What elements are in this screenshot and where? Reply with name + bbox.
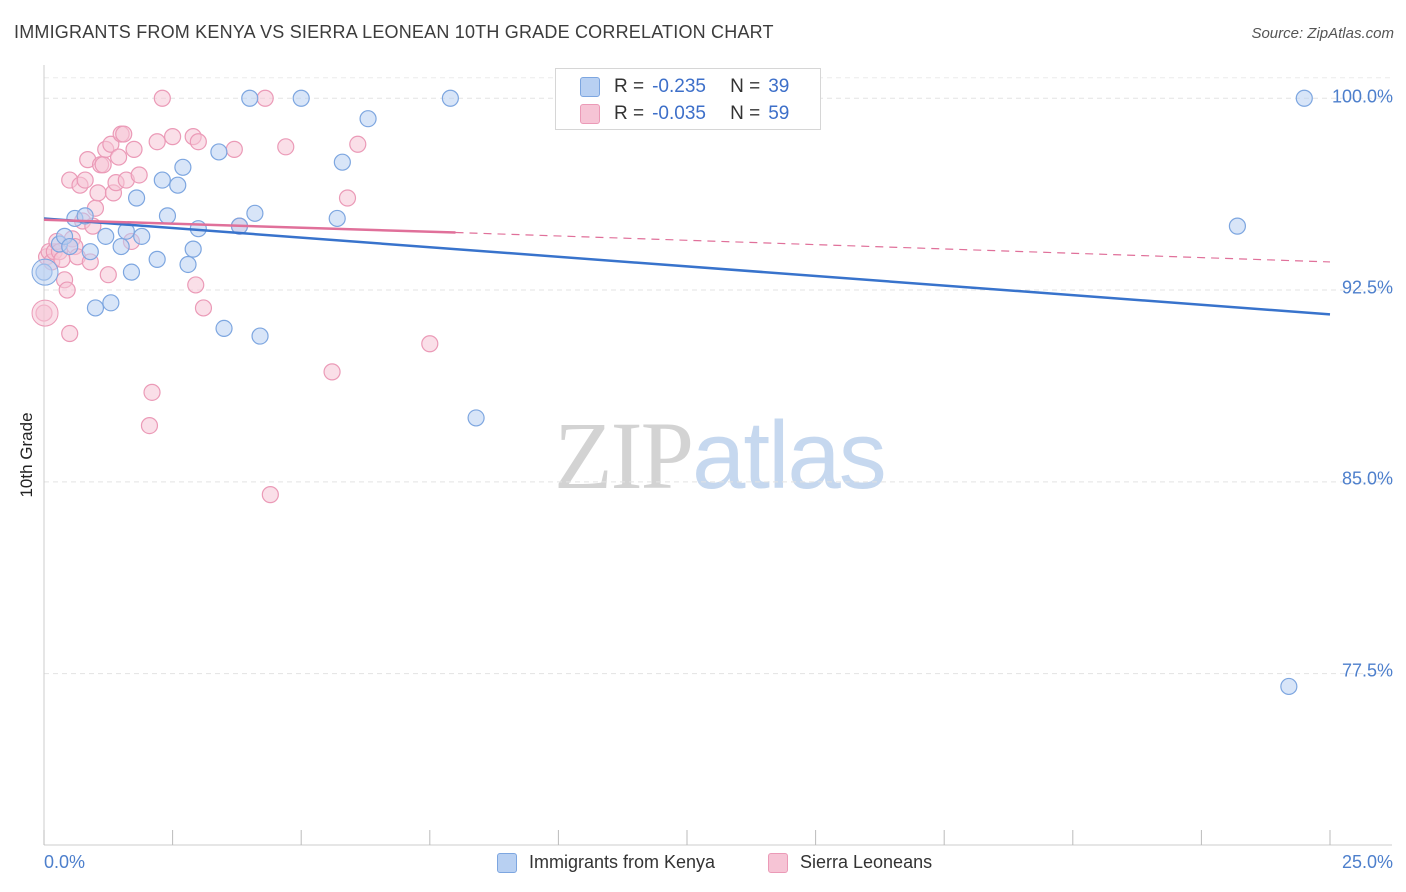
- kenya-point: [112, 237, 130, 256]
- kenya-point: [169, 176, 187, 194]
- kenya-point: [153, 171, 171, 189]
- correlation-legend: R = -0.235 N = 39 R = -0.035 N = 59: [555, 68, 821, 130]
- watermark-atlas: atlas: [692, 402, 887, 509]
- kenya-legend-label: Immigrants from Kenya: [529, 852, 716, 872]
- sierra-point: [277, 138, 295, 156]
- kenya-swatch: [580, 77, 600, 97]
- kenya-point: [210, 143, 228, 161]
- chart-title: IMMIGRANTS FROM KENYA VS SIERRA LEONEAN …: [14, 22, 774, 42]
- source-label: Source: ZipAtlas.com: [1251, 25, 1394, 42]
- sierra-point-large: [31, 299, 59, 327]
- sierra-point: [338, 189, 357, 207]
- sierra-point: [421, 335, 439, 353]
- kenya-point: [61, 237, 79, 256]
- sierra-point: [130, 166, 148, 184]
- r-value: -0.035: [652, 103, 706, 124]
- legend-row-sierra: R = -0.035 N = 59: [580, 102, 789, 126]
- watermark-zip: ZIP: [554, 402, 694, 509]
- sierra-legend-label: Sierra Leoneans: [800, 852, 933, 872]
- n-label: N =: [730, 103, 761, 124]
- y-tick-label: 92.5%: [1341, 277, 1393, 298]
- sierra-swatch: [580, 104, 600, 124]
- sierra-trend-line: [43, 218, 456, 234]
- sierra-point: [349, 135, 367, 153]
- sierra-point: [58, 281, 76, 299]
- sierra-point: [99, 266, 117, 284]
- series-legend-kenya: Immigrants from Kenya: [497, 852, 715, 873]
- y-tick-label: 100.0%: [1331, 86, 1393, 107]
- n-value: 39: [768, 76, 790, 97]
- y-tick-label: 77.5%: [1341, 660, 1393, 681]
- r-value: -0.235: [652, 76, 706, 97]
- legend-row-kenya: R = -0.235 N = 39: [580, 75, 789, 99]
- kenya-point: [158, 207, 177, 225]
- kenya-point-large: [31, 258, 59, 286]
- kenya-point: [1295, 89, 1313, 107]
- n-value: 59: [768, 103, 790, 124]
- x-tick-label-min: 0.0%: [44, 852, 86, 872]
- sierra-point: [225, 140, 243, 158]
- kenya-trend-line: [43, 217, 1331, 316]
- sierra-point: [153, 89, 171, 107]
- sierra-point: [61, 324, 79, 343]
- sierra-trend-line-dashed: [455, 231, 1331, 263]
- sierra-point: [94, 156, 112, 174]
- sierra-point: [143, 383, 161, 401]
- kenya-point: [251, 327, 269, 345]
- kenya-point: [97, 227, 115, 245]
- kenya-point: [133, 227, 151, 245]
- kenya-point: [148, 250, 166, 268]
- kenya-point: [328, 209, 346, 228]
- kenya-point: [292, 89, 310, 107]
- sierra-point: [148, 133, 166, 151]
- y-axis-label: 10th Grade: [17, 412, 36, 498]
- sierra-point: [323, 363, 341, 381]
- sierra-point: [109, 148, 128, 166]
- kenya-point: [81, 243, 99, 261]
- kenya-point: [246, 204, 264, 222]
- kenya-point: [441, 89, 459, 107]
- kenya-point: [86, 299, 105, 317]
- kenya-point: [1228, 217, 1247, 235]
- kenya-point: [333, 153, 351, 171]
- kenya-point: [174, 158, 192, 176]
- kenya-point: [184, 240, 202, 258]
- sierra-point: [261, 486, 279, 504]
- sierra-point: [76, 171, 94, 189]
- kenya-point: [359, 110, 377, 128]
- y-tick-label: 85.0%: [1341, 468, 1393, 489]
- kenya-point: [102, 294, 120, 312]
- sierra-point: [140, 416, 159, 435]
- sierra-legend-swatch: [768, 852, 788, 873]
- kenya-point: [215, 319, 233, 338]
- r-label: R =: [614, 103, 645, 124]
- sierra-point: [89, 184, 107, 202]
- sierra-point: [164, 128, 182, 146]
- sierra-point: [256, 89, 274, 107]
- watermark: ZIPatlas: [554, 400, 887, 511]
- kenya-point: [122, 263, 141, 281]
- sierra-point: [102, 135, 120, 153]
- sierra-point: [125, 140, 143, 158]
- sierra-point: [187, 276, 205, 294]
- n-label: N =: [730, 76, 761, 97]
- x-tick-label-max: 25.0%: [1341, 852, 1393, 872]
- kenya-point: [179, 255, 197, 274]
- series-legend-sierra: Sierra Leoneans: [768, 852, 932, 873]
- kenya-point: [1280, 677, 1298, 696]
- r-label: R =: [614, 76, 645, 97]
- kenya-point: [127, 189, 146, 207]
- kenya-legend-swatch: [497, 852, 517, 873]
- sierra-point: [189, 133, 207, 151]
- kenya-point: [467, 409, 485, 427]
- sierra-point: [194, 299, 213, 317]
- sierra-point: [115, 125, 133, 143]
- kenya-point: [241, 89, 259, 107]
